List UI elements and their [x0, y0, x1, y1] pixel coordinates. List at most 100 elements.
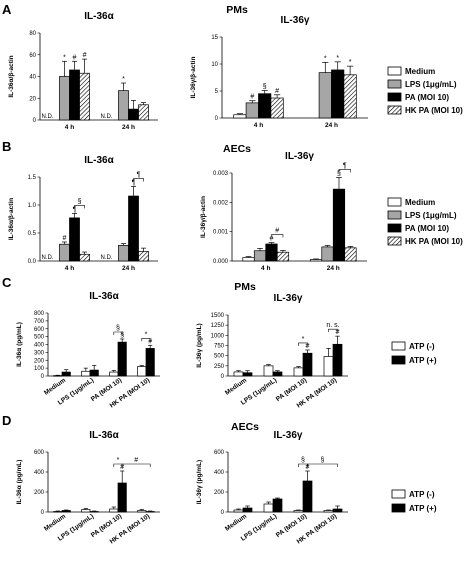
y-tick-label: 5	[215, 89, 219, 95]
x-category-label: Medium	[43, 513, 67, 533]
y-tick-label: 400	[34, 470, 45, 476]
significance-mark: #	[270, 236, 274, 243]
significance-mark: #	[336, 329, 340, 336]
bar	[233, 371, 244, 377]
chart-title: IL-36γ	[281, 15, 310, 26]
y-tick-label: 400	[34, 343, 45, 349]
significance-mark: #	[306, 343, 310, 350]
y-tick-label: 60	[29, 53, 36, 59]
chart-title: IL-36α	[89, 430, 119, 441]
y-tick-label: 0	[215, 116, 219, 122]
chart-title: IL-36γ	[274, 293, 303, 304]
bracket-label: §	[78, 198, 82, 205]
bar	[321, 246, 334, 262]
bar	[128, 195, 139, 262]
significance-mark: #	[83, 52, 87, 59]
comparison-bracket	[121, 463, 151, 467]
y-tick-label: 0	[221, 510, 225, 516]
legend-swatch	[387, 197, 402, 207]
chart-title: IL-36γ	[285, 151, 314, 162]
x-group-label: 4 h	[254, 122, 263, 129]
bar	[53, 511, 63, 513]
bar	[245, 102, 259, 119]
comparison-bracket	[298, 342, 308, 346]
bar	[242, 507, 253, 513]
legend-swatch	[387, 105, 402, 115]
bar	[61, 510, 71, 513]
bar	[253, 250, 267, 262]
bracket-label: *	[145, 331, 148, 338]
y-tick-label: 200	[214, 490, 225, 496]
y-axis-label: IL-36γ (pg/mL)	[196, 460, 203, 504]
bar	[318, 72, 332, 119]
x-category-label: Medium	[224, 513, 248, 533]
row-title-pms-a: PMs	[226, 4, 248, 16]
bar	[272, 498, 283, 513]
significance-mark: *	[63, 54, 66, 61]
bar	[69, 69, 80, 121]
y-tick-label: 40	[29, 75, 36, 81]
x-group-label: 24 h	[325, 122, 338, 129]
x-group-label: 4 h	[65, 265, 74, 272]
legend-swatch	[387, 210, 402, 220]
y-tick-label: 0.001	[213, 230, 229, 236]
y-axis-label: IL-36α/β-actin	[8, 198, 15, 240]
significance-mark: *	[324, 55, 327, 62]
significance-mark: #	[275, 88, 279, 95]
bar	[81, 509, 91, 513]
y-tick-label: 0.003	[213, 171, 229, 177]
bar	[138, 251, 149, 262]
bar	[89, 369, 99, 377]
legend-panel-c: ATP (-) ATP (+)	[391, 341, 437, 365]
x-group-label: 24 h	[122, 265, 135, 272]
y-tick-label: 500	[34, 335, 45, 341]
x-group-label: 4 h	[65, 124, 74, 131]
chart-a2: IL-36γ IL-36γ/β-actin 0 5 10 15 # § #4 h * * * 24 h	[190, 15, 368, 129]
legend-swatch	[387, 79, 402, 89]
bar	[79, 72, 90, 121]
legend-label: ATP (-)	[409, 342, 435, 351]
y-tick-label: 1250	[211, 323, 225, 329]
bracket-label: §	[321, 457, 325, 464]
significance-mark: #	[73, 54, 77, 61]
bar	[59, 76, 70, 121]
panel-label-c: C	[2, 275, 12, 290]
bar	[69, 217, 80, 262]
y-tick-label: 0	[41, 510, 45, 516]
y-tick-label: 400	[214, 470, 225, 476]
y-tick-label: 0.000	[213, 259, 229, 265]
bar	[128, 108, 139, 121]
legend-swatch	[391, 355, 406, 365]
y-tick-label: 500	[214, 354, 225, 360]
panel-label-b: B	[2, 139, 11, 154]
comparison-bracket	[307, 463, 338, 467]
chart-b1: IL-36α IL-36α/β-actin 0.0 0.5 1.0 1.5 N.D. # ¶ 4 …	[8, 155, 158, 272]
chart-title: IL-36α	[89, 291, 119, 302]
comparison-bracket	[271, 234, 284, 238]
bar	[265, 243, 278, 262]
legend-label: LPS (1μg/mL)	[405, 211, 457, 220]
legend-label: LPS (1μg/mL)	[405, 80, 457, 89]
bracket-label: #	[275, 228, 279, 235]
significance-mark: ¶	[73, 206, 77, 213]
bar	[293, 367, 304, 377]
bar	[53, 375, 63, 377]
bar	[81, 370, 91, 377]
comparison-bracket	[74, 205, 85, 209]
bracket-label: §	[301, 457, 305, 464]
legend-label: PA (MOI 10)	[405, 224, 449, 233]
y-tick-label: 300	[34, 350, 45, 356]
y-tick-label: 1000	[211, 333, 225, 339]
significance-mark: #	[63, 235, 67, 242]
x-group-label: 24 h	[327, 265, 340, 272]
legend-swatch	[391, 341, 406, 351]
significance-mark: ¶	[132, 180, 136, 187]
chart-title: IL-36α	[84, 11, 114, 22]
significance-mark: *	[336, 55, 339, 62]
bracket-label: *	[117, 457, 120, 464]
y-tick-label: 0	[221, 374, 225, 380]
bracket-label: *	[302, 336, 305, 343]
